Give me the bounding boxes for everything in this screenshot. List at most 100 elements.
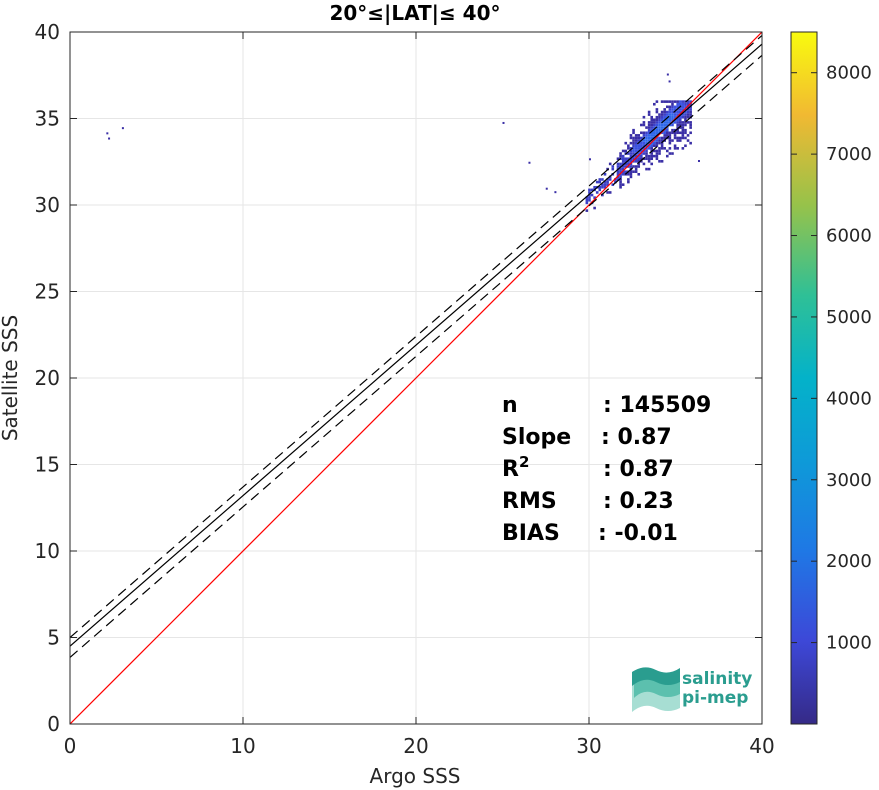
- outlier-point: [697, 160, 700, 163]
- density-cell: [668, 105, 672, 109]
- density-cell: [640, 152, 643, 155]
- density-cell: [663, 113, 666, 116]
- density-cell: [598, 188, 602, 192]
- density-cell: [642, 162, 646, 166]
- density-cell: [663, 128, 666, 132]
- density-cell: [621, 154, 625, 158]
- density-cell: [668, 115, 672, 119]
- density-cell: [660, 160, 664, 163]
- density-cell: [627, 180, 630, 184]
- y-tick-label: 15: [35, 453, 60, 477]
- density-cell: [619, 172, 622, 176]
- density-cell: [663, 123, 666, 127]
- density-cell: [588, 191, 591, 194]
- density-cell: [658, 147, 661, 150]
- density-cell: [642, 123, 646, 127]
- density-cell: [678, 123, 682, 127]
- density-cell: [650, 136, 654, 140]
- density-cell: [681, 110, 685, 114]
- density-cell: [658, 126, 661, 129]
- density-cell: [627, 144, 630, 148]
- density-cell: [676, 126, 679, 129]
- density-cell: [642, 121, 646, 124]
- density-cell: [645, 167, 648, 171]
- density-cell: [650, 126, 654, 129]
- density-cell: [619, 185, 622, 189]
- density-cell: [681, 123, 685, 127]
- density-cell: [627, 172, 630, 176]
- density-cell: [621, 167, 625, 171]
- density-cell: [681, 102, 685, 106]
- density-cell: [671, 115, 674, 119]
- density-cell: [634, 141, 638, 145]
- density-cell: [668, 131, 672, 135]
- density-cell: [634, 144, 638, 148]
- density-cell: [595, 191, 599, 194]
- density-cell: [653, 139, 656, 142]
- density-cell: [645, 141, 648, 145]
- density-cell: [684, 110, 687, 114]
- density-cell: [624, 160, 628, 163]
- density-cell: [689, 108, 692, 111]
- density-cell: [632, 131, 635, 135]
- density-cell: [650, 152, 654, 155]
- y-tick-label: 25: [35, 280, 60, 304]
- density-cell: [655, 139, 659, 142]
- density-cell: [624, 170, 628, 173]
- density-cell: [663, 126, 666, 129]
- density-cell: [619, 178, 622, 181]
- density-cell: [645, 134, 648, 137]
- density-cell: [603, 172, 607, 176]
- density-cell: [684, 144, 687, 148]
- axis-ticks: 0 10 20 30 40 0 5 10 15 20 25 30 35 40: [35, 20, 775, 758]
- density-cell: [624, 162, 628, 166]
- density-cell: [611, 165, 615, 168]
- density-cell: [684, 121, 687, 124]
- density-cell: [660, 139, 664, 142]
- density-cell: [681, 147, 685, 150]
- line-fit: [70, 43, 762, 647]
- density-cell: [665, 131, 669, 135]
- density-cell: [634, 160, 638, 163]
- density-cell: [678, 110, 682, 114]
- density-cell: [629, 136, 633, 140]
- density-cell: [689, 102, 692, 106]
- density-cell: [660, 147, 664, 150]
- density-cell: [673, 113, 677, 116]
- density-cell: [634, 170, 638, 173]
- x-axis-label: Argo SSS: [370, 764, 461, 788]
- density-cell: [645, 126, 648, 129]
- density-cell: [653, 149, 656, 153]
- colorbar-tick-label: 1000: [826, 633, 872, 654]
- density-cell: [647, 139, 651, 142]
- density-cell: [645, 152, 648, 155]
- density-cell: [640, 160, 643, 163]
- density-cell: [619, 180, 622, 184]
- y-tick-label: 5: [47, 626, 60, 650]
- stat-value: : 0.87: [603, 457, 674, 482]
- density-cell: [673, 110, 677, 114]
- density-cell: [637, 154, 641, 158]
- density-cell: [629, 141, 633, 145]
- density-cell: [640, 154, 643, 158]
- density-cell: [676, 110, 679, 114]
- density-cell: [668, 141, 672, 145]
- stat-value: : -0.01: [598, 521, 678, 546]
- density-cell: [647, 147, 651, 150]
- density-cell: [671, 152, 674, 155]
- density-cell: [676, 100, 679, 103]
- density-cell: [616, 175, 620, 179]
- colorbar-tick-label: 5000: [826, 307, 872, 328]
- density-cell: [642, 134, 646, 137]
- density-cell: [660, 136, 664, 140]
- density-cell: [650, 141, 654, 145]
- line-1-1: [70, 32, 762, 724]
- density-cell: [676, 105, 679, 109]
- colorbar-tick-label: 7000: [826, 144, 872, 165]
- density-cell: [684, 105, 687, 109]
- density-cell: [650, 128, 654, 132]
- density-cell: [637, 144, 641, 148]
- density-cell: [676, 139, 679, 142]
- density-cell: [585, 209, 589, 212]
- density-cell: [640, 123, 643, 127]
